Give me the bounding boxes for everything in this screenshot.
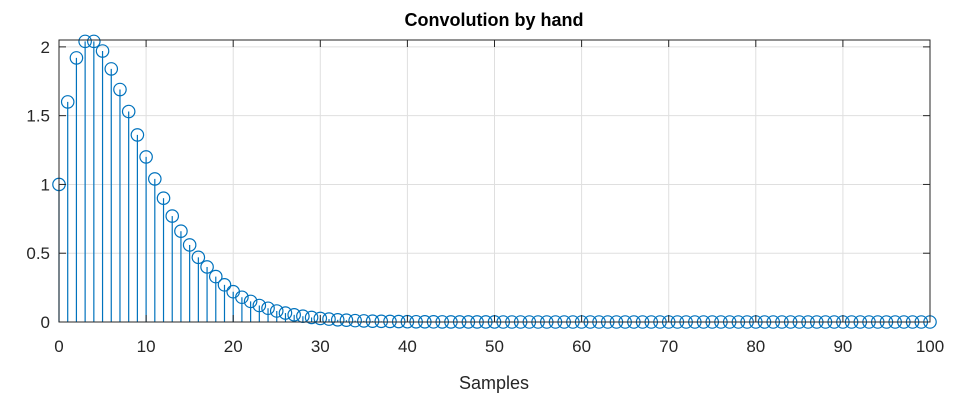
stem-point (113, 82, 127, 322)
stem-marker (174, 224, 188, 239)
x-tick-label: 90 (833, 337, 852, 356)
stem-point (296, 309, 310, 324)
stem-marker (200, 260, 214, 274)
stem-marker (235, 290, 249, 305)
stem-marker (252, 298, 267, 313)
x-tick-label: 70 (659, 337, 678, 356)
stem-point (182, 238, 197, 322)
stem-point (165, 209, 180, 322)
stem-marker (313, 311, 328, 326)
stem-point (261, 301, 275, 322)
stem-marker (304, 310, 319, 325)
stem-point (252, 298, 267, 322)
stem-point (287, 308, 301, 322)
stem-point (121, 104, 136, 322)
stem-marker (95, 44, 110, 58)
x-tick-label: 100 (916, 337, 944, 356)
x-tick-label: 20 (224, 337, 243, 356)
y-tick-label: 2 (41, 38, 50, 57)
stem-point (148, 172, 162, 322)
stem-point (60, 95, 75, 322)
stem-point (95, 44, 110, 322)
stem-marker (191, 250, 206, 265)
stem-marker (374, 314, 389, 329)
stem-marker (330, 312, 345, 327)
y-tick-label: 1.5 (26, 107, 50, 126)
stem-point (200, 260, 214, 322)
stem-marker (269, 304, 284, 318)
x-axis-label: Samples (459, 373, 529, 393)
stem-marker (156, 191, 171, 205)
stem-marker (383, 314, 397, 329)
stem-marker (130, 128, 145, 142)
stem-point (304, 310, 319, 325)
stem-point (243, 294, 258, 322)
stem-marker (69, 51, 84, 65)
stem-marker (78, 34, 92, 49)
stem-point (87, 34, 101, 322)
stem-point (235, 290, 249, 322)
x-tick-label: 0 (54, 337, 63, 356)
x-tick-label: 80 (746, 337, 765, 356)
stem-marker (148, 172, 162, 186)
y-tick-label: 0 (41, 313, 50, 332)
stem-point (130, 128, 145, 322)
x-tick-label: 30 (311, 337, 330, 356)
stem-point (208, 269, 223, 322)
stem-point (104, 62, 119, 322)
stem-marker (165, 209, 180, 223)
stem-point (174, 224, 188, 322)
stem-marker (208, 269, 223, 284)
stem-marker (139, 150, 153, 164)
stem-marker (322, 312, 336, 326)
stem-marker (357, 314, 371, 328)
stem-point (156, 191, 171, 322)
x-tick-label: 10 (137, 337, 156, 356)
stem-point (69, 51, 84, 322)
stem-point (139, 150, 153, 322)
y-tick-label: 1 (41, 175, 50, 194)
stem-marker (365, 314, 380, 328)
stem-marker (121, 104, 136, 119)
y-tick-label: 0.5 (26, 244, 50, 263)
stem-marker (261, 301, 275, 316)
stem-point (78, 34, 92, 322)
stem-point (191, 250, 206, 322)
stem-point (278, 306, 293, 322)
stem-marker (278, 306, 293, 320)
chart-title: Convolution by hand (405, 10, 584, 30)
stem-marker (87, 34, 101, 49)
stem-marker (243, 294, 258, 309)
stem-marker (348, 313, 362, 328)
x-tick-label: 40 (398, 337, 417, 356)
stem-marker (60, 95, 75, 109)
x-tick-label: 60 (572, 337, 591, 356)
stem-point (269, 304, 284, 322)
stem-marker (182, 238, 197, 252)
stem-point (217, 278, 232, 322)
stem-marker (339, 313, 354, 328)
stem-marker (217, 278, 232, 292)
x-tick-label: 50 (485, 337, 504, 356)
stem-marker (104, 62, 119, 76)
stem-marker (113, 82, 127, 97)
axis-ticks: 0 10 20 30 40 50 60 70 80 90 100 0 0.5 1 1.5 2 (26, 38, 944, 356)
stem-marker (287, 308, 301, 322)
